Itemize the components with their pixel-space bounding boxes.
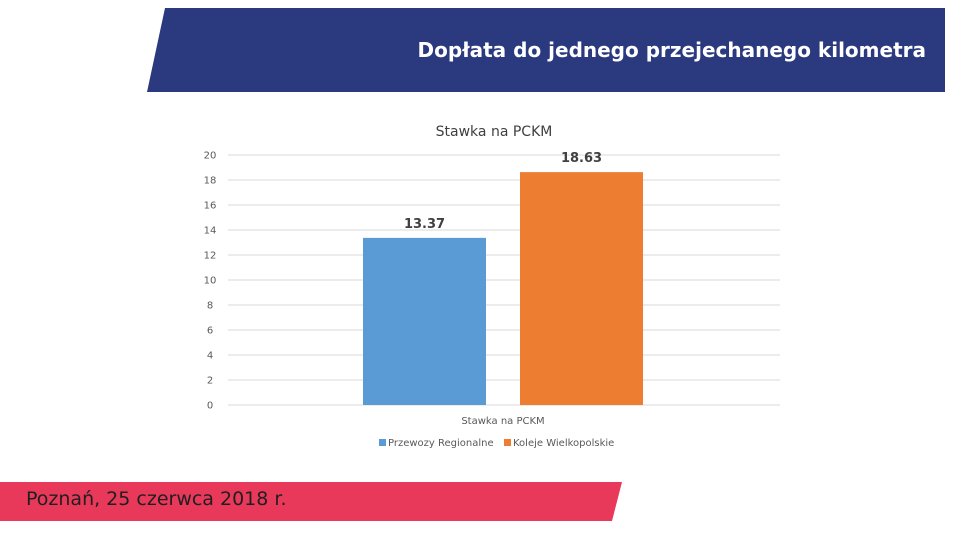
legend-label-1: Przewozy Regionalne (388, 438, 494, 449)
y-tick-label: 4 (207, 351, 213, 362)
y-tick-label: 6 (207, 326, 213, 337)
header-band (147, 8, 945, 92)
y-tick-label: 20 (204, 151, 217, 162)
y-tick-label: 0 (207, 401, 213, 412)
y-tick-label: 14 (204, 226, 217, 237)
bar-2 (520, 172, 643, 405)
y-tick-label: 8 (207, 301, 213, 312)
chart-bars: 13.37 18.63 (363, 151, 643, 405)
footer-date-location: Poznań, 25 czerwca 2018 r. (26, 488, 287, 510)
y-tick-label: 10 (204, 276, 217, 287)
y-tick-label: 16 (204, 201, 217, 212)
slide-title: Dopłata do jednego przejechanego kilomet… (417, 38, 926, 62)
x-category-label: Stawka na PCKM (461, 416, 544, 427)
data-label-1: 13.37 (404, 217, 445, 232)
y-tick-label: 18 (204, 176, 217, 187)
chart-gridlines (228, 154, 780, 406)
legend-label-2: Koleje Wielkopolskie (513, 438, 614, 449)
bar-chart: 0 2 4 6 8 10 12 14 16 18 20 13.37 18.63 Stawka na P… (204, 124, 780, 449)
footer-band (0, 482, 622, 521)
y-tick-label: 12 (204, 251, 217, 262)
y-axis-ticks: 0 2 4 6 8 10 12 14 16 18 20 (204, 151, 217, 412)
bar-1 (363, 237, 486, 405)
chart-title: Stawka na PCKM (436, 124, 553, 140)
chart-legend: Przewozy Regionalne Koleje Wielkopolskie (379, 438, 614, 449)
data-label-2: 18.63 (561, 151, 602, 166)
legend-swatch-2 (504, 439, 511, 446)
legend-swatch-1 (379, 439, 386, 446)
y-tick-label: 2 (207, 376, 213, 387)
